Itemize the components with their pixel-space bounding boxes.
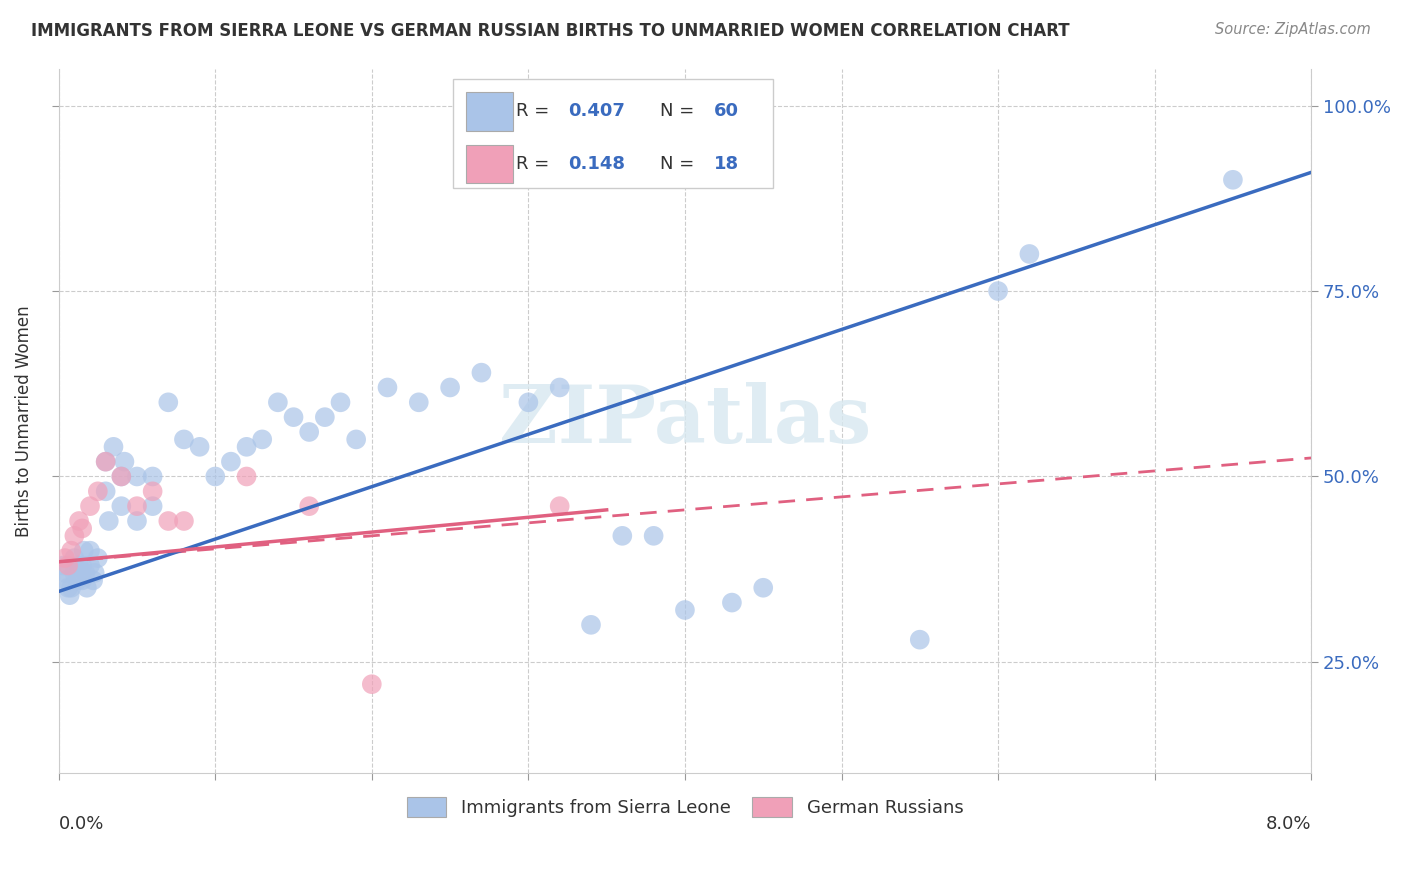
Point bbox=[56, 581, 79, 595]
Point bbox=[157, 514, 180, 528]
Point bbox=[408, 395, 430, 409]
Point bbox=[579, 617, 602, 632]
Point bbox=[908, 632, 931, 647]
Point bbox=[470, 366, 492, 380]
Point bbox=[673, 603, 696, 617]
Point bbox=[63, 529, 86, 543]
Point bbox=[235, 440, 257, 454]
Point bbox=[329, 395, 352, 409]
Point bbox=[314, 410, 336, 425]
Point bbox=[66, 574, 89, 588]
Text: 0.407: 0.407 bbox=[568, 103, 626, 120]
Point bbox=[377, 380, 399, 394]
Point bbox=[53, 566, 76, 580]
Point bbox=[110, 469, 132, 483]
Text: R =: R = bbox=[516, 103, 555, 120]
Point bbox=[79, 499, 101, 513]
Point bbox=[173, 433, 195, 447]
Point bbox=[125, 499, 148, 513]
Point bbox=[298, 425, 321, 439]
Point bbox=[752, 581, 775, 595]
Point bbox=[157, 395, 180, 409]
Point bbox=[73, 543, 96, 558]
Point bbox=[142, 469, 165, 483]
Text: Source: ZipAtlas.com: Source: ZipAtlas.com bbox=[1215, 22, 1371, 37]
Point bbox=[103, 440, 125, 454]
FancyBboxPatch shape bbox=[453, 79, 773, 188]
Point bbox=[83, 566, 105, 580]
Text: N =: N = bbox=[659, 103, 700, 120]
Text: ZIPatlas: ZIPatlas bbox=[499, 382, 872, 460]
Point bbox=[360, 677, 382, 691]
Text: 18: 18 bbox=[714, 155, 740, 173]
Point bbox=[70, 574, 93, 588]
Point bbox=[94, 455, 117, 469]
Text: 8.0%: 8.0% bbox=[1265, 815, 1312, 833]
Point bbox=[219, 455, 242, 469]
Point bbox=[59, 588, 82, 602]
Point bbox=[52, 558, 75, 573]
Point bbox=[114, 455, 136, 469]
Point bbox=[70, 521, 93, 535]
FancyBboxPatch shape bbox=[465, 145, 513, 184]
Point bbox=[63, 566, 86, 580]
Point bbox=[612, 529, 634, 543]
Point bbox=[298, 499, 321, 513]
Point bbox=[79, 543, 101, 558]
Point bbox=[267, 395, 290, 409]
Point bbox=[517, 395, 540, 409]
Point bbox=[75, 566, 97, 580]
Point bbox=[142, 499, 165, 513]
Point bbox=[67, 558, 90, 573]
Point bbox=[79, 558, 101, 573]
Point bbox=[1018, 247, 1040, 261]
Point bbox=[235, 469, 257, 483]
Point bbox=[204, 469, 226, 483]
Point bbox=[87, 484, 110, 499]
Point bbox=[55, 574, 77, 588]
FancyBboxPatch shape bbox=[465, 92, 513, 130]
Text: 60: 60 bbox=[714, 103, 738, 120]
Point bbox=[97, 514, 120, 528]
Point bbox=[125, 514, 148, 528]
Point bbox=[70, 558, 93, 573]
Point bbox=[548, 380, 571, 394]
Point bbox=[548, 499, 571, 513]
Point bbox=[987, 284, 1010, 298]
Point bbox=[173, 514, 195, 528]
Text: R =: R = bbox=[516, 155, 555, 173]
Text: 0.148: 0.148 bbox=[568, 155, 626, 173]
Point bbox=[56, 558, 79, 573]
Point bbox=[60, 581, 83, 595]
Y-axis label: Births to Unmarried Women: Births to Unmarried Women bbox=[15, 305, 32, 537]
Point bbox=[142, 484, 165, 499]
Text: IMMIGRANTS FROM SIERRA LEONE VS GERMAN RUSSIAN BIRTHS TO UNMARRIED WOMEN CORRELA: IMMIGRANTS FROM SIERRA LEONE VS GERMAN R… bbox=[31, 22, 1070, 40]
Legend: Immigrants from Sierra Leone, German Russians: Immigrants from Sierra Leone, German Rus… bbox=[399, 789, 970, 824]
Point bbox=[110, 469, 132, 483]
Point bbox=[76, 581, 98, 595]
Point bbox=[87, 551, 110, 566]
Text: N =: N = bbox=[659, 155, 700, 173]
Point bbox=[94, 455, 117, 469]
Text: 0.0%: 0.0% bbox=[59, 815, 104, 833]
Point bbox=[252, 433, 274, 447]
Point bbox=[125, 469, 148, 483]
Point bbox=[1222, 173, 1244, 187]
Point bbox=[721, 596, 744, 610]
Point bbox=[63, 551, 86, 566]
Point bbox=[643, 529, 665, 543]
Point bbox=[53, 551, 76, 566]
Point bbox=[283, 410, 305, 425]
Point bbox=[60, 543, 83, 558]
Point bbox=[94, 484, 117, 499]
Point bbox=[67, 514, 90, 528]
Point bbox=[439, 380, 461, 394]
Point bbox=[344, 433, 367, 447]
Point bbox=[82, 574, 104, 588]
Point bbox=[110, 499, 132, 513]
Point bbox=[188, 440, 211, 454]
